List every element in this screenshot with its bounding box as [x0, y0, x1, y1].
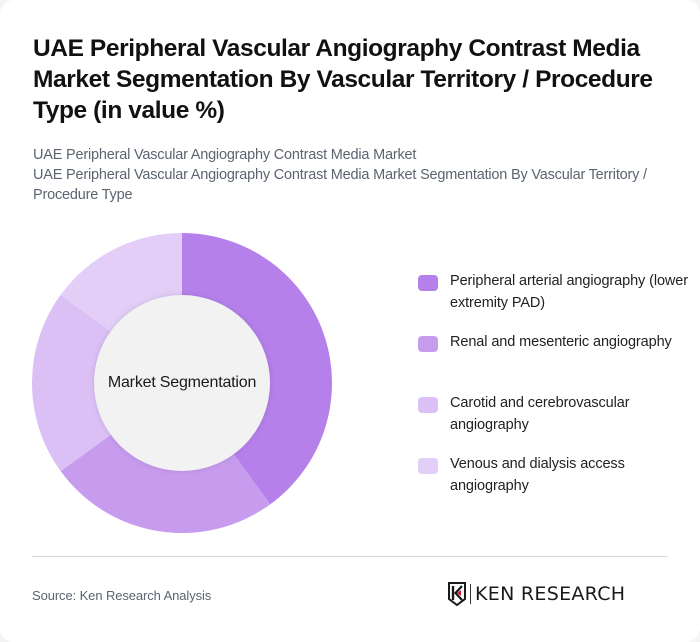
- ken-research-shield-icon: [448, 582, 466, 607]
- legend-item: Carotid and cerebrovascular angiography: [418, 392, 688, 453]
- legend-item: Peripheral arterial angiography (lower e…: [418, 270, 688, 331]
- donut-svg: [32, 233, 332, 533]
- legend-swatch: [418, 397, 438, 413]
- legend-swatch: [418, 336, 438, 352]
- legend-label: Venous and dialysis access angiography: [450, 456, 625, 494]
- footer-divider: [32, 556, 668, 557]
- subtitle-line-1: UAE Peripheral Vascular Angiography Cont…: [33, 147, 417, 163]
- legend-item: Renal and mesenteric angiography: [418, 331, 688, 392]
- donut-center-label: Market Segmentation: [107, 374, 257, 391]
- chart-legend: Peripheral arterial angiography (lower e…: [418, 270, 688, 514]
- legend-label: Peripheral arterial angiography (lower e…: [450, 273, 688, 311]
- chart-title: UAE Peripheral Vascular Angiography Cont…: [33, 35, 653, 124]
- donut-hole: [94, 295, 270, 471]
- ken-research-logo: KEN RESEARCH: [447, 581, 625, 607]
- legend-swatch: [418, 275, 438, 291]
- chart-subtitle: UAE Peripheral Vascular Angiography Cont…: [33, 145, 673, 205]
- legend-swatch: [418, 458, 438, 474]
- legend-label: Renal and mesenteric angiography: [450, 334, 672, 350]
- subtitle-line-2: UAE Peripheral Vascular Angiography Cont…: [33, 167, 647, 203]
- donut-chart: Market Segmentation: [32, 233, 332, 533]
- logo-text: KEN RESEARCH: [475, 583, 626, 605]
- legend-item: Venous and dialysis access angiography: [418, 453, 688, 514]
- legend-label: Carotid and cerebrovascular angiography: [450, 395, 630, 433]
- source-note: Source: Ken Research Analysis: [32, 588, 212, 603]
- logo-separator: [470, 584, 471, 604]
